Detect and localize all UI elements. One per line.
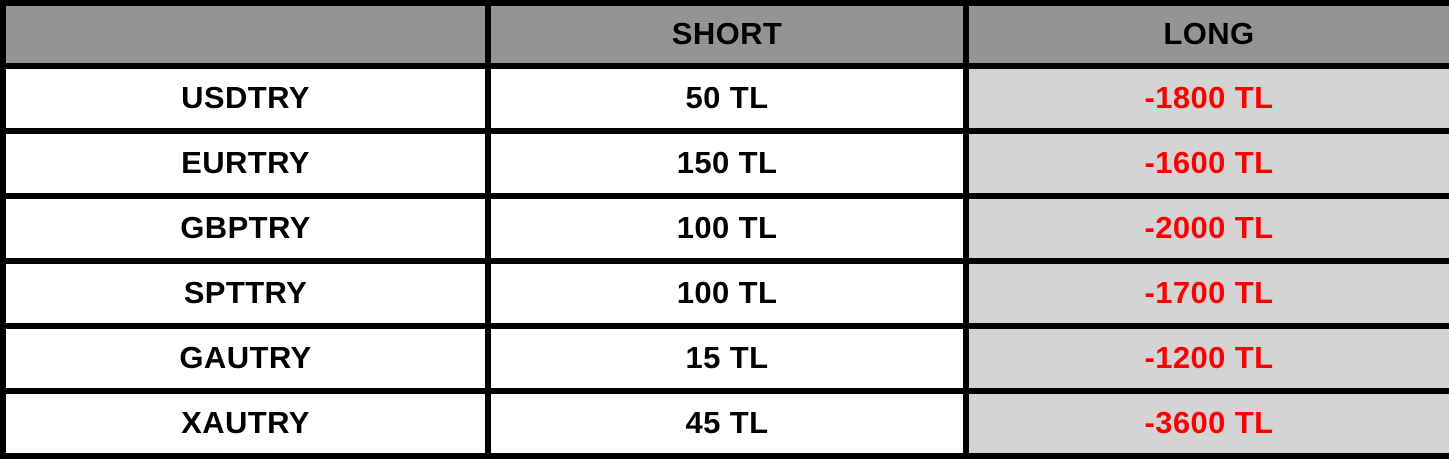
cell-short: 150 TL	[485, 128, 969, 199]
pair-label: EURTRY	[181, 145, 310, 181]
cell-long: -1200 TL	[963, 323, 1449, 394]
cell-long: -3600 TL	[963, 388, 1449, 459]
table-row: GAUTRY 15 TL -1200 TL	[0, 323, 1449, 394]
short-value: 45 TL	[685, 405, 769, 441]
table-header: SHORT LONG	[0, 0, 1449, 69]
short-value: 150 TL	[676, 145, 778, 181]
table-row: SPTTRY 100 TL -1700 TL	[0, 258, 1449, 329]
table-row: USDTRY 50 TL -1800 TL	[0, 63, 1449, 134]
long-value: -1600 TL	[1144, 145, 1274, 181]
cell-short: 100 TL	[485, 193, 969, 264]
table-row: XAUTRY 45 TL -3600 TL	[0, 388, 1449, 459]
cell-short: 100 TL	[485, 258, 969, 329]
short-value: 15 TL	[685, 340, 769, 376]
short-value: 50 TL	[685, 80, 769, 116]
cell-pair: SPTTRY	[0, 258, 491, 329]
column-header-short: SHORT	[485, 0, 969, 69]
pair-label: SPTTRY	[183, 275, 308, 311]
column-header-long-label: LONG	[1163, 16, 1255, 52]
long-value: -2000 TL	[1144, 210, 1274, 246]
table-body: USDTRY 50 TL -1800 TL EURTRY 150 TL -160…	[0, 63, 1449, 459]
cell-short: 15 TL	[485, 323, 969, 394]
cell-long: -2000 TL	[963, 193, 1449, 264]
long-value: -3600 TL	[1144, 405, 1274, 441]
column-header-pair	[0, 0, 491, 69]
cell-pair: GAUTRY	[0, 323, 491, 394]
cell-long: -1800 TL	[963, 63, 1449, 134]
pair-label: GBPTRY	[180, 210, 311, 246]
long-value: -1200 TL	[1144, 340, 1274, 376]
table-row: EURTRY 150 TL -1600 TL	[0, 128, 1449, 199]
cell-pair: USDTRY	[0, 63, 491, 134]
cell-pair: GBPTRY	[0, 193, 491, 264]
column-header-long: LONG	[963, 0, 1449, 69]
cell-long: -1700 TL	[963, 258, 1449, 329]
cell-pair: EURTRY	[0, 128, 491, 199]
header-row: SHORT LONG	[0, 0, 1449, 69]
long-value: -1700 TL	[1144, 275, 1274, 311]
pair-label: GAUTRY	[179, 340, 312, 376]
pair-label: XAUTRY	[181, 405, 310, 441]
column-header-short-label: SHORT	[671, 16, 783, 52]
table-row: GBPTRY 100 TL -2000 TL	[0, 193, 1449, 264]
pair-label: USDTRY	[181, 80, 310, 116]
cell-long: -1600 TL	[963, 128, 1449, 199]
short-value: 100 TL	[676, 275, 778, 311]
cell-pair: XAUTRY	[0, 388, 491, 459]
cell-short: 45 TL	[485, 388, 969, 459]
short-value: 100 TL	[676, 210, 778, 246]
long-value: -1800 TL	[1144, 80, 1274, 116]
cell-short: 50 TL	[485, 63, 969, 134]
